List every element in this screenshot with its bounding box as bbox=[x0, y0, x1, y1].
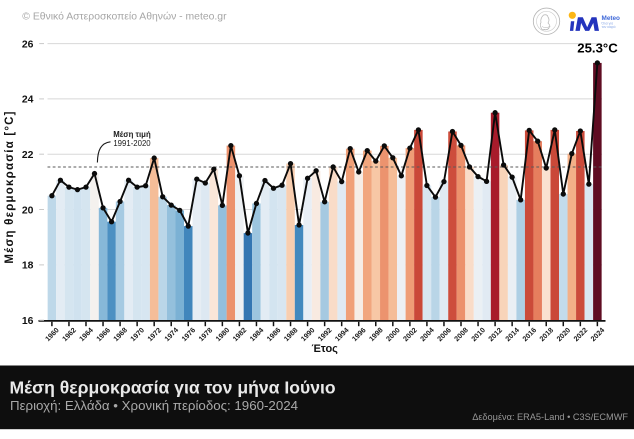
svg-text:24: 24 bbox=[22, 95, 34, 106]
svg-text:τον καιρό: τον καιρό bbox=[602, 25, 616, 29]
svg-text:26: 26 bbox=[22, 39, 34, 50]
svg-text:25.3°C: 25.3°C bbox=[577, 41, 618, 56]
svg-text:© Εθνικό Αστεροσκοπείο Αθηνών: © Εθνικό Αστεροσκοπείο Αθηνών - meteo.gr bbox=[22, 11, 227, 23]
svg-text:18: 18 bbox=[22, 261, 34, 272]
svg-text:Δεδομένα: ERA5-Land • C3S/ECMW: Δεδομένα: ERA5-Land • C3S/ECMWF bbox=[472, 412, 628, 422]
svg-text:Περιοχή: Ελλάδα • Χρονική περί: Περιοχή: Ελλάδα • Χρονική περίοδος: 1960… bbox=[10, 398, 298, 413]
svg-text:Έτος: Έτος bbox=[311, 343, 338, 355]
svg-text:1991-2020: 1991-2020 bbox=[113, 139, 151, 148]
svg-text:Meteo: Meteo bbox=[602, 15, 621, 22]
svg-text:Μέση τιμή: Μέση τιμή bbox=[113, 130, 151, 139]
svg-text:22: 22 bbox=[22, 150, 34, 161]
svg-text:20: 20 bbox=[22, 205, 34, 216]
svg-text:16: 16 bbox=[22, 316, 34, 327]
svg-text:Μέση θερμοκρασία [°C]: Μέση θερμοκρασία [°C] bbox=[4, 110, 16, 263]
svg-text:Μέση θερμοκρασία για τον μήνα: Μέση θερμοκρασία για τον μήνα Ιούνιο bbox=[10, 378, 336, 398]
svg-text:Όλα για: Όλα για bbox=[601, 21, 614, 25]
